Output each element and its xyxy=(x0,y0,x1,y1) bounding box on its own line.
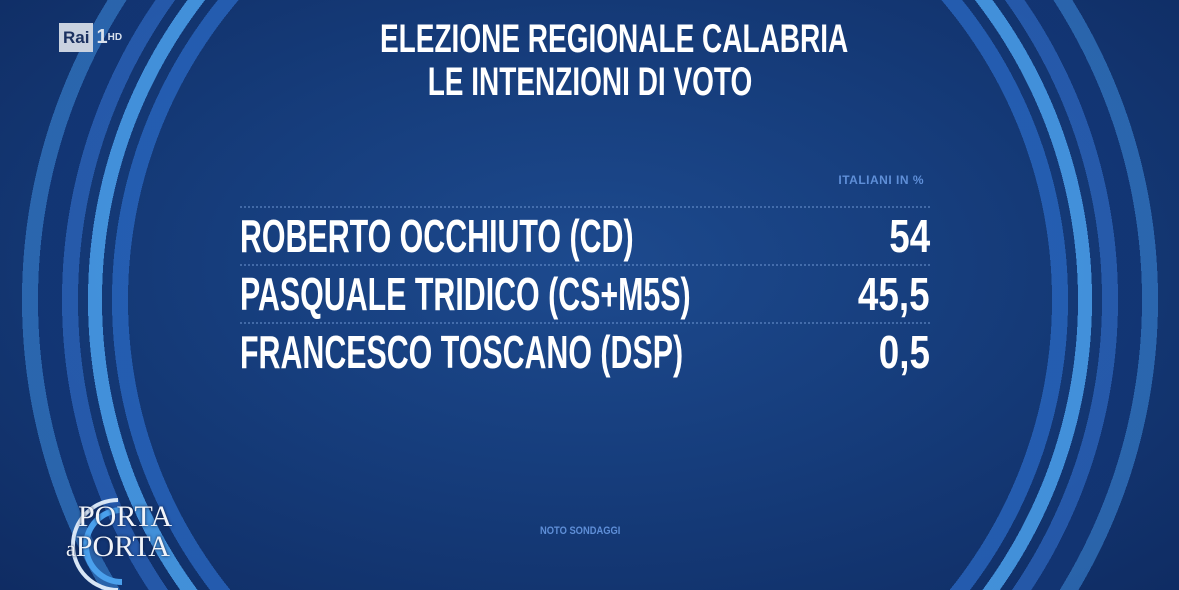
rai-logo-text: Rai xyxy=(59,23,94,52)
source-label: NOTO SONDAGGI xyxy=(540,525,621,537)
candidate-name: ROBERTO OCCHIUTO (CD) xyxy=(240,210,634,262)
show-logo-line1: PORTA xyxy=(78,500,173,533)
candidate-value: 54 xyxy=(889,210,930,262)
show-logo: PORTA aPORTA xyxy=(66,500,173,564)
show-logo-arc xyxy=(71,498,123,590)
results-table: ROBERTO OCCHIUTO (CD) 54 PASQUALE TRIDIC… xyxy=(240,206,930,380)
candidate-name: PASQUALE TRIDICO (CS+M5S) xyxy=(240,268,691,320)
table-row: ROBERTO OCCHIUTO (CD) 54 xyxy=(240,206,930,264)
table-row: FRANCESCO TOSCANO (DSP) 0,5 xyxy=(240,322,930,380)
candidate-name: FRANCESCO TOSCANO (DSP) xyxy=(240,326,684,378)
candidate-value: 45,5 xyxy=(858,268,930,320)
unit-label: ITALIANI IN % xyxy=(838,173,924,187)
candidate-value: 0,5 xyxy=(878,326,930,378)
channel-logo: Rai 1 HD xyxy=(59,23,122,52)
title-line2: LE INTENZIONI DI VOTO xyxy=(427,60,753,104)
table-row: PASQUALE TRIDICO (CS+M5S) 45,5 xyxy=(240,264,930,322)
show-logo-line2: PORTA xyxy=(75,530,170,563)
title-line1: ELEZIONE REGIONALE CALABRIA xyxy=(380,17,849,61)
channel-number: 1 xyxy=(96,26,108,48)
hd-badge: HD xyxy=(107,32,123,43)
show-logo-a: a xyxy=(66,536,76,561)
